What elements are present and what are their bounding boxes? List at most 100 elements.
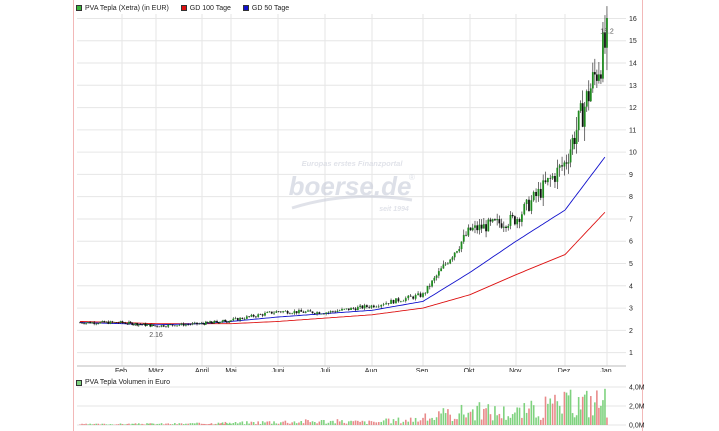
volume-bar [213, 424, 216, 425]
candle-body [277, 311, 280, 312]
volume-bar [316, 423, 318, 425]
volume-bar [606, 417, 608, 425]
volume-bar [583, 394, 586, 425]
legend-sma100-label: GD 100 Tage [189, 4, 231, 12]
volume-bar [182, 424, 185, 425]
volume-bar [314, 422, 316, 425]
candle-body [549, 177, 552, 179]
candle-body [600, 74, 602, 79]
volume-bar [167, 423, 169, 425]
volume-bar [565, 392, 568, 425]
candle-body [392, 300, 395, 304]
volume-bar [347, 421, 350, 425]
volume-bar [160, 423, 163, 425]
candle-body [491, 219, 494, 222]
volume-bar [87, 424, 89, 425]
volume-bar [152, 423, 155, 425]
volume-bar [300, 420, 303, 425]
volume-bar [368, 420, 370, 425]
candle-body [343, 308, 346, 310]
volume-bar [507, 416, 510, 425]
candle-body [414, 295, 417, 299]
candle-body [214, 321, 217, 322]
volume-bar [424, 413, 427, 425]
watermark-tagline: Europas erstes Finanzportal [302, 159, 404, 168]
volume-bar [137, 423, 140, 425]
volume-bar [246, 421, 248, 425]
candle-body [250, 314, 253, 317]
candle-body [417, 293, 419, 296]
price-y-tick-label: 1 [629, 350, 633, 357]
volume-bar [291, 422, 293, 425]
candle-body [152, 324, 155, 326]
volume-bar [219, 423, 221, 425]
volume-bar [282, 421, 284, 425]
volume-bar [178, 423, 181, 425]
candle-body [218, 322, 221, 324]
candle-body [141, 324, 143, 326]
volume-bar [134, 423, 137, 425]
volume-bar [309, 422, 312, 425]
candle-body [595, 74, 598, 81]
volume-bar [109, 424, 112, 425]
candle-body [575, 130, 578, 144]
volume-bar [252, 422, 255, 425]
candle-body [363, 305, 366, 309]
candle-body [311, 311, 314, 314]
sma100-line [79, 211, 606, 325]
candle-body [465, 234, 467, 236]
candle-body [158, 326, 161, 328]
price-legend: PVA Tepla (Xetra) (in EUR) GD 100 Tage G… [76, 2, 301, 14]
candle-body [554, 175, 556, 182]
candle-body [255, 316, 257, 318]
candle-body [79, 322, 81, 324]
candle-body [225, 321, 228, 323]
candle-body [426, 285, 429, 293]
volume-bar [141, 423, 143, 425]
volume-bar [266, 421, 269, 425]
volume-bar [558, 405, 561, 425]
volume-bar [336, 419, 339, 425]
volume-bar [491, 420, 494, 425]
volume-bar [370, 421, 373, 425]
candle-body [352, 307, 355, 309]
candle-body [176, 325, 178, 327]
volume-bar [149, 423, 152, 425]
candle-body [230, 320, 232, 321]
candle-body [516, 219, 519, 225]
volume-bar [298, 422, 300, 425]
volume-bar [169, 424, 172, 425]
volume-bar [412, 421, 414, 425]
candle-body [81, 322, 83, 324]
volume-bar [185, 423, 187, 425]
candle-body [494, 219, 496, 221]
volume-bar [176, 424, 178, 425]
candle-body [437, 271, 440, 276]
volume-bar [460, 404, 463, 425]
candle-body [126, 323, 129, 325]
candle-body [435, 275, 438, 278]
legend-sma100: GD 100 Tage [180, 4, 231, 12]
volume-bar [352, 421, 355, 425]
volume-bar [556, 401, 559, 425]
candle-body [422, 293, 424, 297]
candle-body [288, 313, 291, 315]
candle-body [489, 219, 492, 222]
price-x-tick-label: Jan. [600, 368, 613, 372]
volume-bar [549, 398, 552, 425]
candle-body [119, 321, 122, 323]
volume-bar [304, 419, 307, 425]
candle-body [266, 312, 269, 313]
candle-body [467, 227, 470, 236]
candle-body [397, 298, 400, 302]
volume-bar [567, 395, 570, 425]
candle-body [338, 310, 341, 312]
volume-bar [361, 420, 364, 425]
volume-bar [196, 422, 198, 425]
volume-bar [509, 417, 512, 425]
candle-body [347, 308, 350, 310]
volume-bar [397, 417, 400, 425]
volume-bar [239, 422, 241, 425]
volume-bar [89, 423, 91, 425]
volume-bar [442, 408, 445, 425]
